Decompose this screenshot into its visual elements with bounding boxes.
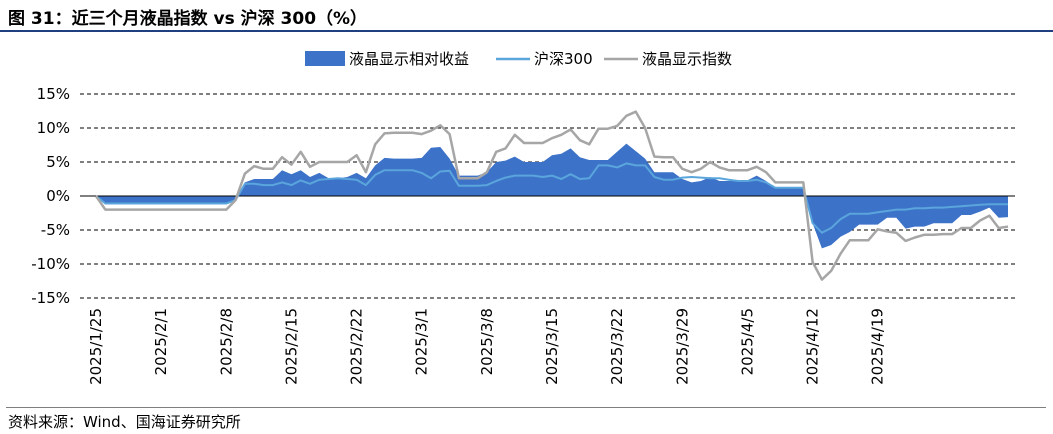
x-tick-label: 2025/2/15 bbox=[282, 308, 300, 385]
y-tick-label: 10% bbox=[37, 119, 70, 137]
x-tick-label: 2025/3/8 bbox=[478, 308, 496, 375]
x-tick-label: 2025/2/8 bbox=[217, 308, 235, 375]
y-tick-label: 15% bbox=[37, 85, 70, 103]
x-tick-label: 2025/3/22 bbox=[608, 308, 626, 385]
y-tick-label: -5% bbox=[41, 221, 70, 239]
x-tick-label: 2025/4/5 bbox=[738, 308, 756, 375]
lcd-index-line bbox=[94, 110, 1009, 281]
x-tick-label: 2025/1/25 bbox=[87, 308, 105, 385]
chart-svg: 15% 10% 5% 0% -5% -10% -15% 2025/1/25 2025/2/1 20… bbox=[31, 50, 1015, 385]
x-tick-label: 2025/4/12 bbox=[804, 308, 822, 385]
x-tick-label: 2025/3/15 bbox=[543, 308, 561, 385]
legend-hs300-label: 沪深300 bbox=[534, 50, 593, 68]
source-note: 资料来源：Wind、国海证券研究所 bbox=[8, 413, 241, 431]
figure-title: 图 31：近三个月液晶指数 vs 沪深 300（%） bbox=[8, 9, 368, 29]
legend-relative-return-label: 液晶显示相对收益 bbox=[349, 50, 469, 68]
legend-relative-return-swatch bbox=[305, 51, 345, 66]
x-tick-label: 2025/4/19 bbox=[869, 308, 887, 385]
legend-lcd-index-label: 液晶显示指数 bbox=[642, 50, 732, 68]
x-tick-label: 2025/2/22 bbox=[348, 308, 366, 385]
x-tick-label: 2025/3/29 bbox=[673, 308, 691, 385]
y-tick-label: 0% bbox=[46, 187, 70, 205]
x-tick-label: 2025/2/1 bbox=[152, 308, 170, 375]
x-tick-label: 2025/3/1 bbox=[413, 308, 431, 375]
hs300-line bbox=[95, 162, 1008, 234]
source-note-bar: 资料来源：Wind、国海证券研究所 bbox=[6, 407, 1046, 433]
y-tick-label: -10% bbox=[31, 255, 70, 273]
y-tick-label: -15% bbox=[31, 289, 70, 307]
y-tick-label: 5% bbox=[46, 153, 70, 171]
chart-title-bar: 图 31：近三个月液晶指数 vs 沪深 300（%） bbox=[0, 0, 1053, 32]
